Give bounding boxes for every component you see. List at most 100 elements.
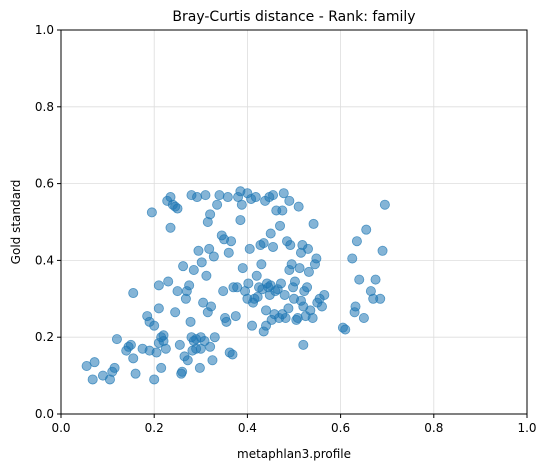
data-point: [377, 245, 388, 256]
data-point: [258, 238, 269, 249]
data-point: [236, 199, 247, 210]
data-point: [302, 243, 313, 254]
data-point: [81, 360, 92, 371]
data-points: [81, 186, 390, 385]
data-point: [247, 320, 258, 331]
data-point: [192, 192, 203, 203]
data-point: [285, 240, 296, 251]
y-axis-label: Gold standard: [9, 180, 23, 265]
y-tick-label: 0.8: [35, 100, 54, 114]
data-point: [268, 190, 279, 201]
data-point: [201, 270, 212, 281]
data-point: [237, 263, 248, 274]
y-tick-label: 0.6: [35, 177, 54, 191]
data-point: [293, 201, 304, 212]
data-point: [319, 289, 330, 300]
data-point: [128, 353, 139, 364]
data-point: [278, 188, 289, 199]
data-point: [188, 264, 199, 275]
data-point: [268, 241, 279, 252]
data-point: [298, 339, 309, 350]
data-point: [308, 218, 319, 229]
data-point: [205, 341, 216, 352]
data-point: [153, 280, 164, 291]
x-tick-label: 0.2: [145, 421, 164, 435]
data-point: [361, 224, 372, 235]
x-axis-label: metaphlan3.profile: [237, 447, 351, 461]
x-axis-ticks: 0.0 0.2 0.4 0.6 0.8 1.0: [51, 414, 537, 435]
data-point: [206, 301, 217, 312]
data-point: [174, 339, 185, 350]
data-point: [375, 293, 386, 304]
data-point: [223, 247, 234, 258]
data-point: [111, 334, 122, 345]
data-point: [244, 243, 255, 254]
data-point: [379, 199, 390, 210]
data-point: [232, 282, 243, 293]
data-point: [209, 332, 220, 343]
data-point: [275, 278, 286, 289]
data-point: [294, 263, 305, 274]
y-tick-label: 1.0: [35, 23, 54, 37]
data-point: [208, 251, 219, 262]
data-point: [230, 311, 241, 322]
x-tick-label: 0.4: [238, 421, 257, 435]
data-point: [205, 209, 216, 220]
data-point: [307, 312, 318, 323]
data-point: [212, 199, 223, 210]
data-point: [351, 236, 362, 247]
y-tick-label: 0.2: [35, 330, 54, 344]
data-point: [280, 312, 291, 323]
data-point: [354, 274, 365, 285]
y-tick-label: 0.0: [35, 407, 54, 421]
data-point: [170, 307, 181, 318]
data-point: [302, 282, 313, 293]
data-point: [153, 303, 164, 314]
data-point: [218, 286, 229, 297]
chart-title: Bray-Curtis distance - Rank: family: [172, 9, 415, 25]
data-point: [125, 339, 136, 350]
data-point: [265, 228, 276, 239]
data-point: [243, 278, 254, 289]
data-point: [185, 316, 196, 327]
data-point: [165, 222, 176, 233]
data-point: [146, 207, 157, 218]
y-tick-label: 0.4: [35, 253, 54, 267]
data-point: [194, 362, 205, 373]
data-point: [182, 355, 193, 366]
data-point: [178, 261, 189, 272]
data-point: [284, 195, 295, 206]
data-point: [172, 286, 183, 297]
x-tick-label: 0.6: [331, 421, 350, 435]
data-point: [177, 366, 188, 377]
data-point: [261, 305, 272, 316]
data-point: [279, 289, 290, 300]
data-point: [130, 368, 141, 379]
data-point: [193, 245, 204, 256]
data-point: [207, 355, 218, 366]
data-point: [370, 274, 381, 285]
data-point: [149, 374, 160, 385]
data-point: [250, 192, 261, 203]
y-axis-ticks: 0.0 0.2 0.4 0.6 0.8 1.0: [35, 23, 61, 421]
data-point: [347, 253, 358, 264]
data-point: [128, 288, 139, 299]
data-point: [227, 349, 238, 360]
x-tick-label: 0.8: [424, 421, 443, 435]
data-point: [283, 303, 294, 314]
data-point: [316, 301, 327, 312]
data-point: [358, 312, 369, 323]
data-point: [235, 215, 246, 226]
data-point: [196, 257, 207, 268]
data-point: [286, 259, 297, 270]
data-point: [160, 343, 171, 354]
data-point: [251, 270, 262, 281]
data-point: [149, 320, 160, 331]
data-point: [87, 374, 98, 385]
data-point: [198, 297, 209, 308]
data-point: [350, 301, 361, 312]
data-point: [89, 357, 100, 368]
data-point: [204, 243, 215, 254]
data-point: [151, 347, 162, 358]
